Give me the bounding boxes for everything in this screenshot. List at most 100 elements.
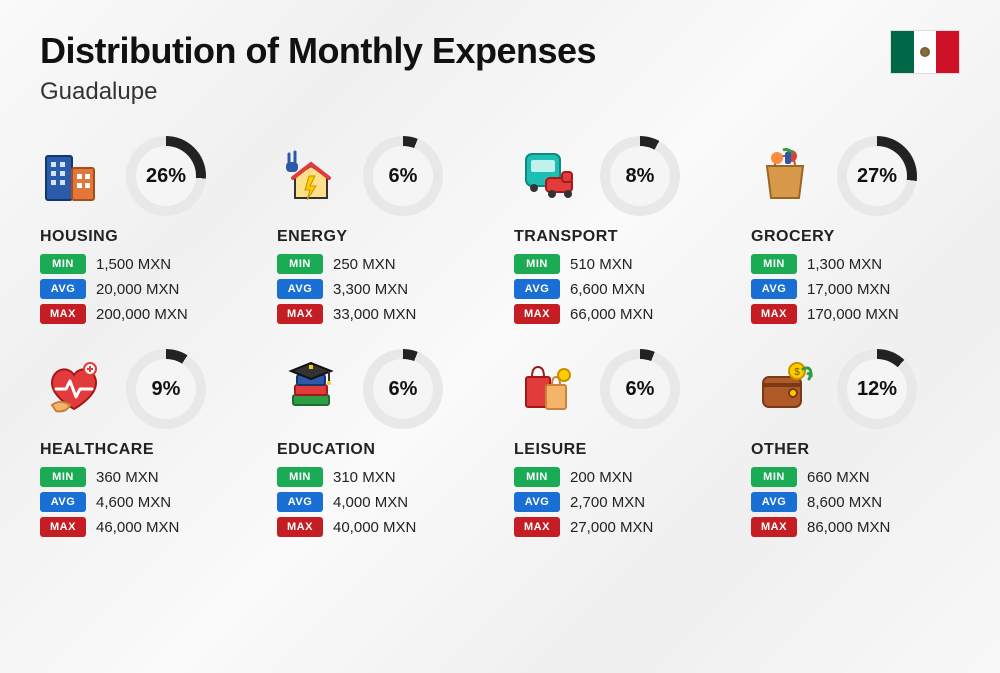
percent-donut: 8%: [600, 136, 680, 216]
badge-min: MIN: [40, 467, 86, 487]
category-card: 9% HEALTHCARE MIN 360 MXN AVG 4,600 MXN …: [40, 349, 249, 542]
card-top: 6%: [514, 349, 723, 429]
category-name: HEALTHCARE: [40, 441, 249, 459]
flag-stripe-green: [891, 31, 914, 73]
stat-max: MAX 40,000 MXN: [277, 517, 486, 537]
category-card: 8% TRANSPORT MIN 510 MXN AVG 6,600 MXN M…: [514, 136, 723, 329]
category-card: $ 12% OTHER MIN 660 MXN AVG 8,600 MXN MA…: [751, 349, 960, 542]
category-name: EDUCATION: [277, 441, 486, 459]
max-value: 40,000 MXN: [333, 519, 416, 536]
min-value: 250 MXN: [333, 256, 396, 273]
transport-icon: [514, 146, 582, 206]
max-value: 46,000 MXN: [96, 519, 179, 536]
min-value: 200 MXN: [570, 469, 633, 486]
category-card: 6% ENERGY MIN 250 MXN AVG 3,300 MXN MAX …: [277, 136, 486, 329]
percent-label: 6%: [610, 359, 670, 419]
category-name: HOUSING: [40, 228, 249, 246]
percent-donut: 9%: [126, 349, 206, 429]
percent-label: 26%: [136, 146, 196, 206]
education-icon: [277, 359, 345, 419]
badge-avg: AVG: [40, 492, 86, 512]
stat-min: MIN 310 MXN: [277, 467, 486, 487]
card-top: 6%: [277, 136, 486, 216]
stat-min: MIN 1,300 MXN: [751, 254, 960, 274]
badge-min: MIN: [514, 254, 560, 274]
category-name: LEISURE: [514, 441, 723, 459]
percent-label: 6%: [373, 146, 433, 206]
min-value: 310 MXN: [333, 469, 396, 486]
title-block: Distribution of Monthly Expenses Guadalu…: [40, 30, 596, 106]
stat-min: MIN 1,500 MXN: [40, 254, 249, 274]
category-card: 26% HOUSING MIN 1,500 MXN AVG 20,000 MXN…: [40, 136, 249, 329]
badge-max: MAX: [751, 517, 797, 537]
badge-min: MIN: [277, 254, 323, 274]
avg-value: 4,600 MXN: [96, 494, 171, 511]
badge-max: MAX: [514, 304, 560, 324]
stat-avg: AVG 2,700 MXN: [514, 492, 723, 512]
max-value: 33,000 MXN: [333, 306, 416, 323]
category-name: GROCERY: [751, 228, 960, 246]
percent-label: 27%: [847, 146, 907, 206]
card-top: $ 12%: [751, 349, 960, 429]
badge-avg: AVG: [514, 279, 560, 299]
svg-text:$: $: [794, 367, 800, 378]
avg-value: 6,600 MXN: [570, 281, 645, 298]
category-grid: 26% HOUSING MIN 1,500 MXN AVG 20,000 MXN…: [40, 136, 960, 542]
stat-min: MIN 660 MXN: [751, 467, 960, 487]
percent-donut: 6%: [600, 349, 680, 429]
page-title: Distribution of Monthly Expenses: [40, 30, 596, 72]
badge-max: MAX: [40, 304, 86, 324]
percent-donut: 12%: [837, 349, 917, 429]
badge-avg: AVG: [277, 492, 323, 512]
badge-max: MAX: [40, 517, 86, 537]
stat-max: MAX 33,000 MXN: [277, 304, 486, 324]
category-card: 27% GROCERY MIN 1,300 MXN AVG 17,000 MXN…: [751, 136, 960, 329]
badge-min: MIN: [277, 467, 323, 487]
percent-donut: 27%: [837, 136, 917, 216]
avg-value: 3,300 MXN: [333, 281, 408, 298]
stat-min: MIN 200 MXN: [514, 467, 723, 487]
min-value: 1,300 MXN: [807, 256, 882, 273]
badge-avg: AVG: [277, 279, 323, 299]
stat-max: MAX 27,000 MXN: [514, 517, 723, 537]
min-value: 510 MXN: [570, 256, 633, 273]
badge-avg: AVG: [751, 279, 797, 299]
flag-emblem-icon: [920, 47, 930, 57]
avg-value: 4,000 MXN: [333, 494, 408, 511]
badge-min: MIN: [751, 254, 797, 274]
max-value: 200,000 MXN: [96, 306, 188, 323]
flag-stripe-white: [914, 31, 937, 73]
avg-value: 2,700 MXN: [570, 494, 645, 511]
category-card: 6% LEISURE MIN 200 MXN AVG 2,700 MXN MAX…: [514, 349, 723, 542]
category-card: 6% EDUCATION MIN 310 MXN AVG 4,000 MXN M…: [277, 349, 486, 542]
percent-label: 9%: [136, 359, 196, 419]
min-value: 660 MXN: [807, 469, 870, 486]
leisure-icon: [514, 359, 582, 419]
max-value: 66,000 MXN: [570, 306, 653, 323]
other-icon: $: [751, 359, 819, 419]
percent-label: 12%: [847, 359, 907, 419]
stat-avg: AVG 8,600 MXN: [751, 492, 960, 512]
badge-max: MAX: [277, 304, 323, 324]
max-value: 86,000 MXN: [807, 519, 890, 536]
stat-avg: AVG 3,300 MXN: [277, 279, 486, 299]
stat-max: MAX 170,000 MXN: [751, 304, 960, 324]
percent-label: 8%: [610, 146, 670, 206]
percent-label: 6%: [373, 359, 433, 419]
min-value: 360 MXN: [96, 469, 159, 486]
stat-avg: AVG 4,600 MXN: [40, 492, 249, 512]
flag-stripe-red: [936, 31, 959, 73]
category-name: TRANSPORT: [514, 228, 723, 246]
percent-donut: 6%: [363, 136, 443, 216]
badge-min: MIN: [751, 467, 797, 487]
avg-value: 8,600 MXN: [807, 494, 882, 511]
max-value: 27,000 MXN: [570, 519, 653, 536]
badge-avg: AVG: [514, 492, 560, 512]
stat-avg: AVG 4,000 MXN: [277, 492, 486, 512]
badge-min: MIN: [40, 254, 86, 274]
percent-donut: 26%: [126, 136, 206, 216]
stat-avg: AVG 17,000 MXN: [751, 279, 960, 299]
category-name: OTHER: [751, 441, 960, 459]
stat-min: MIN 510 MXN: [514, 254, 723, 274]
mexico-flag-icon: [890, 30, 960, 74]
